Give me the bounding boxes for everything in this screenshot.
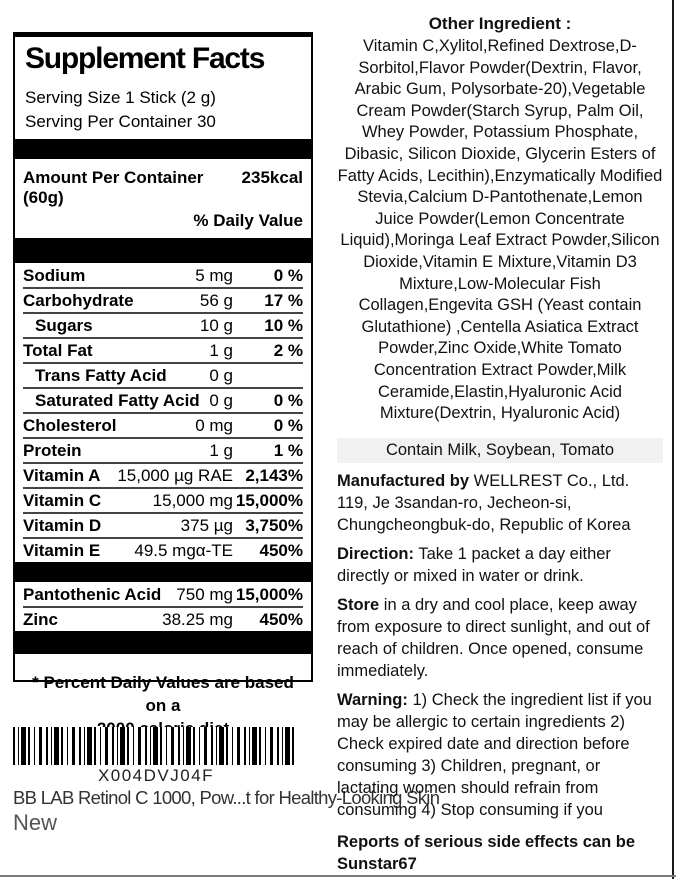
- nutrient-dv: 10 %: [264, 316, 303, 335]
- nutrient-row-sodium: Sodium 5 mg 0 %: [23, 263, 303, 287]
- nutrient-label: Zinc: [23, 610, 58, 629]
- nutrient-amount: 0 g: [209, 391, 233, 410]
- nutrient-row-pantothenic-acid: Pantothenic Acid 750 mg 15,000%: [23, 582, 303, 606]
- nutrient-amount: 49.5 mgα-TE: [134, 541, 233, 560]
- divider-bar-thick: [15, 562, 311, 582]
- nutrient-dv: 0 %: [273, 266, 303, 285]
- nutrient-label: Vitamin A: [23, 466, 101, 485]
- nutrient-row-vitamin-c: Vitamin C 15,000 mg 15,000%: [23, 487, 303, 512]
- nutrient-row-trans-fatty-acid: Trans Fatty Acid 0 g: [23, 362, 303, 387]
- nutrient-label: Protein: [23, 441, 82, 460]
- barcode-image: [13, 727, 297, 765]
- nutrient-dv: 0 %: [273, 391, 303, 410]
- nutrient-row-cholesterol: Cholesterol 0 mg 0 %: [23, 412, 303, 437]
- footnote-daily-values-1: * Percent Daily Values are based on a: [32, 673, 294, 715]
- nutrient-label: Vitamin E: [23, 541, 101, 560]
- nutrient-amount: 1 g: [209, 341, 233, 360]
- barcode-code: X004DVJ04F: [97, 766, 215, 785]
- nutrient-row-saturated-fatty-acid: Saturated Fatty Acid 0 g 0 %: [23, 387, 303, 412]
- amount-per-container-label: Amount Per Container (60g): [23, 168, 204, 207]
- servings-per-container: Serving Per Container 30: [25, 112, 216, 131]
- nutrient-label: Pantothenic Acid: [23, 585, 162, 604]
- storage-paragraph: Store in a dry and cool place, keep away…: [337, 594, 663, 682]
- nutrient-amount: 750 mg: [176, 585, 233, 604]
- warning-text: 1) Check the ingredient list if you may …: [337, 690, 652, 819]
- manufactured-by-label: Manufactured by: [337, 471, 470, 490]
- nutrient-label: Cholesterol: [23, 416, 117, 435]
- direction-text: Take 1 packet a day either directly or m…: [337, 544, 611, 585]
- nutrient-dv: 15,000%: [235, 585, 303, 604]
- bottom-border-line: [0, 875, 676, 877]
- nutrient-label: Vitamin C: [23, 491, 102, 510]
- manufacturer-address-1: 119, Je 3sandan-ro, Jecheon-si,: [337, 493, 572, 512]
- supplement-facts-panel: Supplement Facts Serving Size 1 Stick (2…: [13, 32, 313, 761]
- serving-size: Serving Size 1 Stick (2 g): [25, 88, 216, 107]
- nutrient-amount: 38.25 mg: [162, 610, 233, 629]
- amount-per-container-line: Amount Per Container (60g) 235kcal: [23, 168, 303, 208]
- right-border-line: [672, 0, 674, 879]
- nutrient-row-total-fat: Total Fat 1 g 2 %: [23, 337, 303, 362]
- direction-label: Direction:: [337, 544, 415, 563]
- nutrient-amount: 1 g: [209, 441, 233, 460]
- daily-value-header: % Daily Value: [193, 211, 303, 230]
- nutrient-amount: 0 mg: [195, 416, 233, 435]
- product-caption: BB LAB Retinol C 1000, Pow...t for Healt…: [13, 787, 440, 836]
- calories-value: 235kcal: [241, 168, 303, 187]
- direction-paragraph: Direction: Take 1 packet a day either di…: [337, 543, 663, 587]
- nutrient-row-vitamin-d: Vitamin D 375 µg 3,750%: [23, 512, 303, 537]
- nutrient-row-carbohydrate: Carbohydrate 56 g 17 %: [23, 287, 303, 312]
- nutrient-label: Saturated Fatty Acid: [35, 391, 200, 410]
- nutrient-amount: 5 mg: [195, 266, 233, 285]
- seller-address-1: 616 s westmoreland: [337, 875, 663, 879]
- product-title[interactable]: BB LAB Retinol C 1000, Pow...t for Healt…: [13, 787, 440, 808]
- manufacturer-address-2: Chungcheongbuk-do, Republic of Korea: [337, 515, 631, 534]
- nutrient-row-vitamin-a: Vitamin A 15,000 µg RAE 2,143%: [23, 462, 303, 487]
- info-column: Other Ingredient : Vitamin C,Xylitol,Ref…: [337, 14, 663, 879]
- nutrient-dv: 1 %: [273, 441, 303, 460]
- nutrient-label: Vitamin D: [23, 516, 102, 535]
- nutrient-amount: 0 g: [209, 366, 233, 385]
- other-ingredient-heading: Other Ingredient :: [428, 14, 572, 33]
- store-label: Store: [337, 595, 380, 614]
- divider-bar-thick: [15, 238, 311, 263]
- store-text: in a dry and cool place, keep away from …: [337, 595, 650, 680]
- nutrient-row-sugars: Sugars 10 g 10 %: [23, 312, 303, 337]
- nutrient-row-vitamin-e: Vitamin E 49.5 mgα-TE 450%: [23, 537, 303, 562]
- nutrient-label: Sugars: [35, 316, 93, 335]
- barcode-block: X004DVJ04F: [13, 727, 299, 786]
- nutrient-amount: 56 g: [199, 291, 233, 310]
- divider-bar-thick: [15, 139, 311, 159]
- nutrient-dv: 450%: [259, 610, 303, 629]
- nutrient-label: Carbohydrate: [23, 291, 134, 310]
- nutrient-dv: 2 %: [273, 341, 303, 360]
- allergen-statement: Contain Milk, Soybean, Tomato: [337, 437, 663, 463]
- nutrient-dv: 15,000%: [235, 491, 303, 510]
- nutrient-label: Total Fat: [23, 341, 93, 360]
- divider-bar-thick: [15, 631, 311, 654]
- warning-paragraph: Warning: 1) Check the ingredient list if…: [337, 689, 663, 821]
- nutrient-dv: 0 %: [273, 416, 303, 435]
- nutrient-label: Sodium: [23, 266, 86, 285]
- nutrient-amount: 375 µg: [180, 516, 233, 535]
- side-effects-report-line: Reports of serious side effects can be S…: [337, 832, 636, 873]
- nutrient-row-protein: Protein 1 g 1 %: [23, 437, 303, 462]
- warning-label: Warning:: [337, 690, 408, 709]
- nutrient-amount: 10 g: [199, 316, 233, 335]
- product-condition: New: [13, 810, 58, 835]
- nutrient-amount: 15,000 µg RAE: [117, 466, 233, 485]
- ingredients-paragraph: Vitamin C,Xylitol,Refined Dextrose,D-Sor…: [337, 37, 663, 423]
- nutrient-dv: 3,750%: [245, 516, 303, 535]
- nutrient-row-zinc: Zinc 38.25 mg 450%: [23, 606, 303, 631]
- nutrient-dv: 2,143%: [245, 466, 303, 485]
- nutrient-amount: 15,000 mg: [152, 491, 233, 510]
- supplement-facts-title: Supplement Facts: [25, 42, 265, 75]
- nutrient-dv: 450%: [259, 541, 303, 560]
- nutrient-label: Trans Fatty Acid: [35, 366, 167, 385]
- manufacturer-line: Manufactured by WELLREST Co., Ltd.: [337, 470, 663, 492]
- manufacturer-name: WELLREST Co., Ltd.: [473, 471, 630, 490]
- nutrient-dv: 17 %: [264, 291, 303, 310]
